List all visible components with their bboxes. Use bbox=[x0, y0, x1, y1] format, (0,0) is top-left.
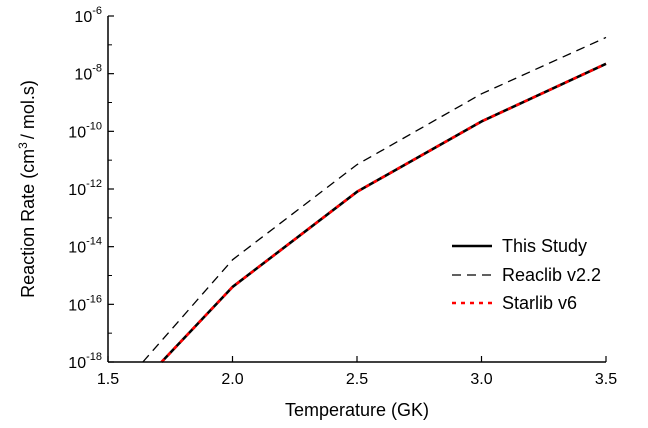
x-axis-title: Temperature (GK) bbox=[285, 400, 429, 420]
y-tick-label: 10-18 bbox=[68, 351, 102, 372]
y-tick-label: 10-10 bbox=[68, 120, 102, 141]
legend-label-reaclib: Reaclib v2.2 bbox=[502, 265, 601, 285]
legend: This Study Reaclib v2.2 Starlib v6 bbox=[452, 236, 601, 313]
x-tick-label: 2.0 bbox=[221, 371, 243, 388]
plot-lines bbox=[142, 36, 607, 363]
legend-label-starlib: Starlib v6 bbox=[502, 293, 577, 313]
legend-label-this-study: This Study bbox=[502, 236, 587, 256]
x-ticks: 1.5 2.0 2.5 3.0 3.5 bbox=[97, 356, 617, 388]
y-tick-label: 10-8 bbox=[74, 63, 102, 84]
x-tick-label: 1.5 bbox=[97, 371, 119, 388]
series-line-this-study bbox=[160, 62, 607, 363]
series-line-reaclib-v2-2 bbox=[142, 36, 607, 363]
y-axis-title-superscript: 3 bbox=[16, 142, 30, 149]
x-tick-label: 3.0 bbox=[470, 371, 492, 388]
y-axis-title: Reaction Rate (cm3 / mol.s) bbox=[16, 80, 38, 298]
y-axis-title-main: Reaction Rate (cm bbox=[18, 149, 38, 298]
x-tick-label: 3.5 bbox=[595, 371, 617, 388]
x-tick-label: 2.5 bbox=[346, 371, 368, 388]
y-tick-label: 10-12 bbox=[68, 178, 102, 199]
y-tick-label: 10-6 bbox=[74, 5, 102, 26]
y-ticks: 10-18 10-16 10-14 10-12 10-10 10-8 10-6 bbox=[68, 5, 114, 372]
y-axis-title-unit: / mol.s) bbox=[18, 80, 38, 139]
y-tick-label: 10-14 bbox=[68, 236, 102, 257]
y-tick-label: 10-16 bbox=[68, 293, 102, 314]
series-line-starlib-v6 bbox=[160, 62, 607, 363]
